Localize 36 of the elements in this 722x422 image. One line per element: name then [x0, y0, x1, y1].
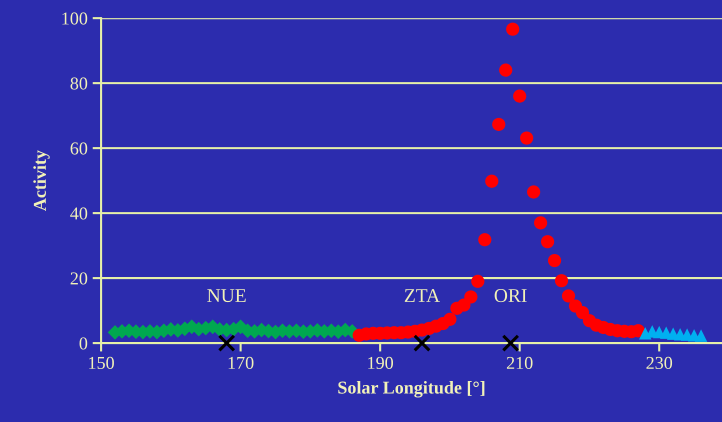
point [478, 233, 492, 246]
y-tick-label: 0 [80, 337, 88, 350]
point [499, 64, 512, 77]
point [492, 118, 506, 131]
y-tick-label: 100 [62, 12, 88, 25]
point [485, 174, 498, 188]
point [562, 289, 576, 303]
x-tick-label: 150 [89, 356, 114, 369]
x-tick-label: 190 [368, 356, 393, 369]
point [471, 274, 484, 288]
x-axis-title: Solar Longitude [°] [338, 380, 484, 398]
point [520, 131, 534, 145]
point [502, 334, 520, 352]
point [540, 235, 554, 248]
y-axis-title: Activity [33, 150, 50, 212]
point [548, 254, 562, 268]
y-tick-label: 80 [70, 77, 88, 90]
y-tick-label: 40 [70, 207, 88, 220]
point [513, 90, 526, 103]
point [534, 216, 548, 230]
point [443, 312, 456, 326]
point [218, 334, 236, 352]
y-tick-label: 20 [70, 272, 88, 285]
x-tick-label: 230 [646, 356, 672, 369]
point [413, 334, 431, 352]
x-tick-label: 210 [506, 356, 533, 369]
annotation: ORI [494, 289, 527, 302]
point [527, 185, 540, 199]
point [506, 22, 520, 36]
annotation: NUE [207, 289, 246, 302]
annotation: ZTA [404, 289, 440, 302]
x-tick-label: 170 [228, 356, 254, 369]
point [464, 290, 478, 304]
point [694, 329, 708, 342]
y-tick-label: 60 [70, 142, 88, 155]
point [554, 274, 568, 288]
